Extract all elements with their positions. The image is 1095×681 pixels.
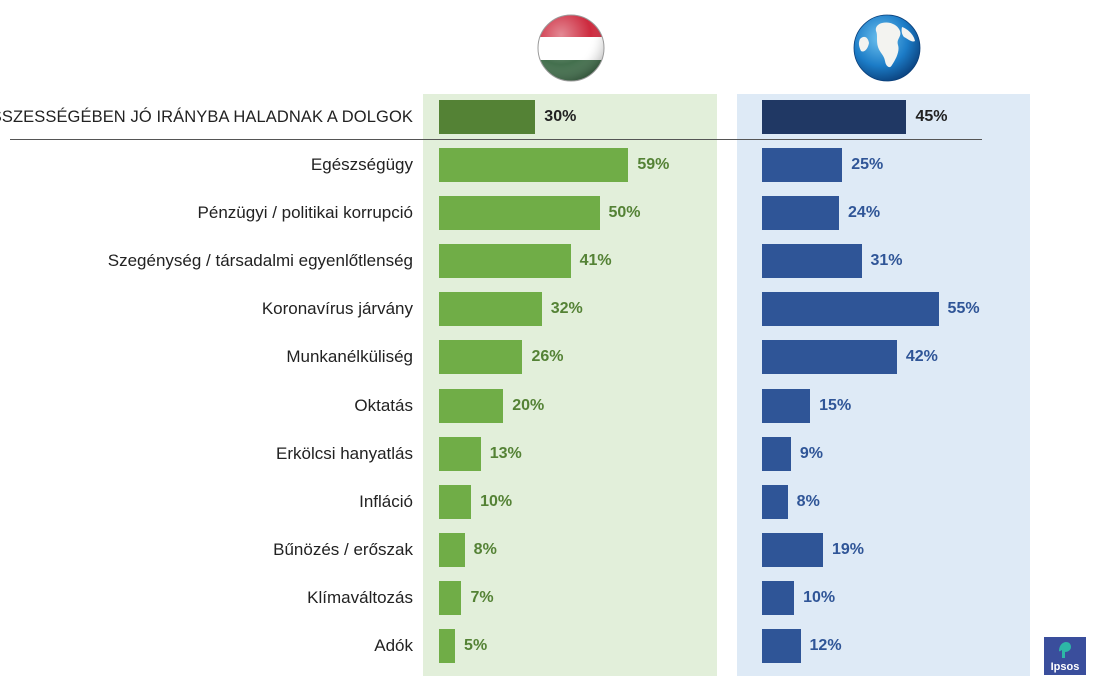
- bar-hungary-value: 5%: [464, 637, 488, 654]
- bar-global: [762, 532, 823, 567]
- bar-global-value: 31%: [870, 252, 903, 270]
- bar-global: [762, 148, 843, 182]
- headline-bar-hungary: [439, 100, 536, 134]
- category-label: Adók: [374, 636, 413, 655]
- bar-hungary-value: 7%: [470, 588, 494, 606]
- bar-hungary: [439, 244, 571, 279]
- hungarian-flag-icon: [537, 14, 605, 82]
- category-label: Erkölcsi hanyatlás: [275, 443, 413, 463]
- bar-global: [762, 196, 840, 231]
- bar-hungary-value: 20%: [512, 396, 545, 414]
- bar-hungary: [439, 436, 481, 471]
- headline-bar-hungary-value: 30%: [544, 108, 577, 125]
- ipsos-logo-text: Ipsos: [1050, 661, 1080, 673]
- bar-hungary: [439, 292, 542, 327]
- bar-global: [762, 292, 939, 327]
- bar-hungary-value: 26%: [531, 348, 564, 366]
- bar-global-value: 10%: [803, 588, 836, 606]
- bar-global-value: 12%: [809, 637, 842, 654]
- bar-hungary-value: 8%: [473, 540, 497, 558]
- category-label: Pénzügyi / politikai korrupció: [197, 203, 413, 223]
- bar-hungary-value: 32%: [550, 300, 583, 318]
- bar-hungary: [439, 629, 456, 663]
- bar-global: [762, 580, 795, 615]
- category-label: Bűnözés / erőszak: [273, 539, 413, 559]
- headline-bar-global-value: 45%: [915, 108, 948, 125]
- category-label: Szegénység / társadalmi egyenlőtlenség: [107, 251, 413, 271]
- headline-divider: [10, 139, 982, 140]
- ipsos-logo: Ipsos: [1044, 637, 1086, 675]
- ipsos-mark-icon: [1059, 642, 1071, 658]
- category-label: Egészségügy: [310, 155, 413, 174]
- bar-hungary: [439, 340, 523, 375]
- category-label: Munkanélküliség: [286, 347, 413, 367]
- headline-bar-global: [762, 100, 907, 134]
- bar-global: [762, 340, 897, 375]
- global-panel: [737, 94, 1030, 676]
- globe-icon: [853, 14, 921, 82]
- bar-hungary: [439, 532, 465, 567]
- bar-global-value: 55%: [947, 300, 980, 318]
- bar-hungary: [439, 196, 600, 231]
- bar-global-value: 9%: [799, 444, 823, 462]
- category-label: Oktatás: [354, 395, 413, 415]
- bar-global: [762, 629, 801, 663]
- hungary-panel: [423, 94, 717, 676]
- bar-hungary-value: 41%: [579, 252, 612, 270]
- bar-hungary-value: 13%: [489, 444, 522, 462]
- bar-global: [762, 388, 811, 423]
- bar-global: [762, 436, 791, 471]
- bar-global-value: 24%: [848, 204, 881, 222]
- bar-global: [762, 484, 788, 519]
- bar-hungary: [439, 148, 629, 182]
- bar-global-value: 15%: [819, 396, 852, 414]
- category-label: Infláció: [359, 491, 413, 511]
- bar-global-value: 25%: [851, 156, 884, 173]
- bar-hungary: [439, 484, 472, 519]
- category-label: Koronavírus járvány: [261, 299, 413, 319]
- bar-global-value: 19%: [831, 540, 865, 558]
- category-label: Klímaváltozás: [307, 587, 413, 607]
- bar-hungary-value: 10%: [480, 492, 513, 510]
- bar-global-value: 8%: [796, 492, 820, 510]
- bar-hungary: [439, 388, 504, 423]
- bar-hungary: [439, 580, 462, 615]
- bar-global: [762, 244, 862, 279]
- bar-global-value: 42%: [905, 348, 938, 366]
- headline-label: ÖSSZESSÉGÉBEN JÓ IRÁNYBA HALADNAK A DOLG…: [0, 108, 413, 126]
- bar-hungary-value: 59%: [637, 156, 670, 173]
- bar-hungary-value: 50%: [608, 204, 641, 222]
